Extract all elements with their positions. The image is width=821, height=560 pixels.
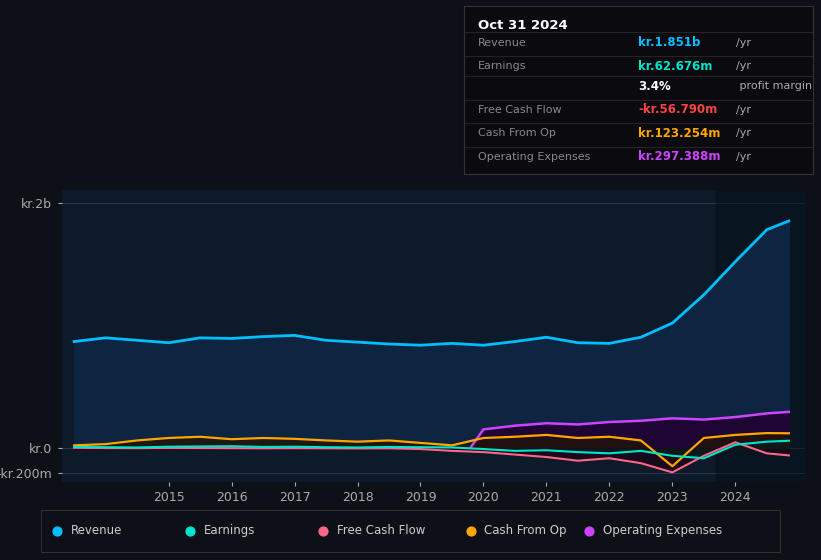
Text: Revenue: Revenue	[71, 524, 122, 537]
Text: kr.62.676m: kr.62.676m	[639, 59, 713, 73]
Text: Revenue: Revenue	[478, 38, 526, 48]
Text: Oct 31 2024: Oct 31 2024	[478, 19, 567, 32]
Text: Earnings: Earnings	[478, 61, 526, 71]
Text: /yr: /yr	[736, 152, 751, 162]
Text: profit margin: profit margin	[736, 81, 812, 91]
Point	[317, 526, 330, 535]
Text: /yr: /yr	[736, 105, 751, 115]
Point	[465, 526, 478, 535]
Text: Free Cash Flow: Free Cash Flow	[478, 105, 562, 115]
Text: kr.1.851b: kr.1.851b	[639, 36, 700, 49]
Point	[583, 526, 596, 535]
Text: Free Cash Flow: Free Cash Flow	[337, 524, 425, 537]
Point	[51, 526, 64, 535]
Text: kr.297.388m: kr.297.388m	[639, 150, 721, 164]
Text: -kr.56.790m: -kr.56.790m	[639, 103, 718, 116]
Text: /yr: /yr	[736, 38, 751, 48]
Text: /yr: /yr	[736, 61, 751, 71]
Bar	[717, 190, 811, 482]
Text: Cash From Op: Cash From Op	[484, 524, 566, 537]
Text: Operating Expenses: Operating Expenses	[603, 524, 722, 537]
Point	[184, 526, 197, 535]
Text: /yr: /yr	[736, 128, 751, 138]
Text: Earnings: Earnings	[204, 524, 255, 537]
Text: Operating Expenses: Operating Expenses	[478, 152, 590, 162]
Text: 3.4%: 3.4%	[639, 80, 671, 93]
Text: kr.123.254m: kr.123.254m	[639, 127, 721, 140]
Text: Cash From Op: Cash From Op	[478, 128, 556, 138]
